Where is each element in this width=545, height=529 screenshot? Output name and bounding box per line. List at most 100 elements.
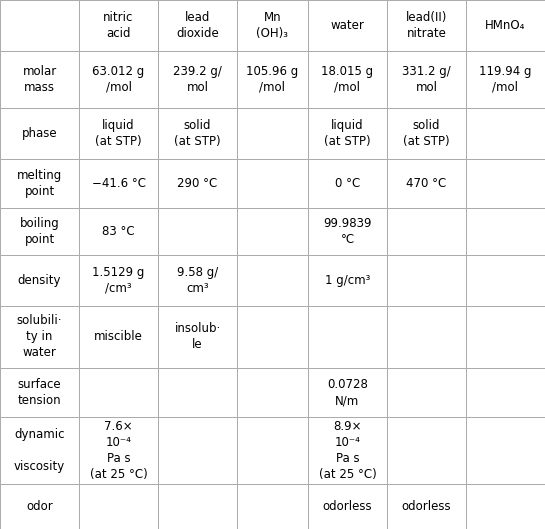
Bar	[79, 208, 158, 255]
Bar	[237, 159, 308, 208]
Bar	[308, 108, 387, 159]
Bar	[79, 485, 158, 529]
Bar	[0, 306, 79, 368]
Text: 0 °C: 0 °C	[335, 177, 360, 190]
Text: molar
mass: molar mass	[22, 65, 57, 94]
Bar	[308, 306, 387, 368]
Text: boiling
point: boiling point	[20, 217, 59, 246]
Bar	[466, 255, 545, 306]
Bar	[387, 51, 466, 108]
Bar	[158, 108, 237, 159]
Text: 18.015 g
/mol: 18.015 g /mol	[322, 65, 373, 94]
Text: water: water	[330, 19, 365, 32]
Bar	[387, 0, 466, 51]
Text: 105.96 g
/mol: 105.96 g /mol	[246, 65, 299, 94]
Bar	[158, 306, 237, 368]
Text: 0.0728
N/m: 0.0728 N/m	[327, 378, 368, 407]
Bar	[237, 255, 308, 306]
Text: odor: odor	[26, 500, 53, 513]
Text: 119.94 g
/mol: 119.94 g /mol	[479, 65, 532, 94]
Text: 7.6×
10⁻⁴
Pa s
(at 25 °C): 7.6× 10⁻⁴ Pa s (at 25 °C)	[90, 421, 147, 481]
Text: phase: phase	[22, 127, 57, 140]
Bar	[237, 306, 308, 368]
Bar	[0, 368, 79, 417]
Bar	[158, 368, 237, 417]
Text: solid
(at STP): solid (at STP)	[174, 119, 221, 148]
Bar	[387, 485, 466, 529]
Text: 1.5129 g
/cm³: 1.5129 g /cm³	[92, 266, 145, 295]
Text: miscible: miscible	[94, 330, 143, 343]
Bar	[308, 159, 387, 208]
Text: 470 °C: 470 °C	[407, 177, 446, 190]
Text: odorless: odorless	[402, 500, 451, 513]
Text: liquid
(at STP): liquid (at STP)	[95, 119, 142, 148]
Text: 9.58 g/
cm³: 9.58 g/ cm³	[177, 266, 218, 295]
Bar	[158, 255, 237, 306]
Bar	[466, 368, 545, 417]
Bar	[158, 485, 237, 529]
Bar	[308, 51, 387, 108]
Bar	[308, 208, 387, 255]
Bar	[79, 108, 158, 159]
Text: dynamic

viscosity: dynamic viscosity	[14, 428, 65, 473]
Text: −41.6 °C: −41.6 °C	[92, 177, 146, 190]
Bar	[158, 51, 237, 108]
Text: solid
(at STP): solid (at STP)	[403, 119, 450, 148]
Bar	[0, 0, 79, 51]
Bar	[237, 208, 308, 255]
Bar	[387, 306, 466, 368]
Text: odorless: odorless	[323, 500, 372, 513]
Text: 290 °C: 290 °C	[178, 177, 217, 190]
Text: nitric
acid: nitric acid	[104, 11, 134, 40]
Bar	[79, 0, 158, 51]
Bar	[387, 255, 466, 306]
Bar	[79, 417, 158, 485]
Bar	[0, 208, 79, 255]
Bar	[79, 255, 158, 306]
Bar	[158, 0, 237, 51]
Bar	[0, 51, 79, 108]
Bar	[237, 108, 308, 159]
Text: 331.2 g/
mol: 331.2 g/ mol	[402, 65, 451, 94]
Text: melting
point: melting point	[17, 169, 62, 198]
Bar	[79, 306, 158, 368]
Bar	[466, 485, 545, 529]
Bar	[0, 108, 79, 159]
Text: 239.2 g/
mol: 239.2 g/ mol	[173, 65, 222, 94]
Bar	[466, 0, 545, 51]
Bar	[466, 159, 545, 208]
Text: Mn
(OH)₃: Mn (OH)₃	[257, 11, 288, 40]
Bar	[237, 0, 308, 51]
Text: solubili·
ty in
water: solubili· ty in water	[17, 314, 62, 359]
Bar	[387, 417, 466, 485]
Text: lead
dioxide: lead dioxide	[176, 11, 219, 40]
Bar	[0, 255, 79, 306]
Bar	[387, 208, 466, 255]
Bar	[79, 159, 158, 208]
Text: insolub·
le: insolub· le	[174, 322, 221, 351]
Bar	[79, 368, 158, 417]
Bar	[158, 159, 237, 208]
Bar	[0, 485, 79, 529]
Bar	[387, 159, 466, 208]
Bar	[237, 417, 308, 485]
Text: HMnO₄: HMnO₄	[485, 19, 526, 32]
Bar	[387, 108, 466, 159]
Bar	[466, 306, 545, 368]
Bar	[466, 51, 545, 108]
Bar	[387, 368, 466, 417]
Bar	[308, 485, 387, 529]
Bar	[237, 485, 308, 529]
Text: 83 °C: 83 °C	[102, 225, 135, 238]
Bar	[308, 255, 387, 306]
Text: surface
tension: surface tension	[17, 378, 62, 407]
Bar	[466, 108, 545, 159]
Bar	[0, 159, 79, 208]
Bar	[158, 208, 237, 255]
Text: 63.012 g
/mol: 63.012 g /mol	[93, 65, 144, 94]
Bar	[0, 417, 79, 485]
Bar	[237, 51, 308, 108]
Text: density: density	[18, 274, 61, 287]
Bar	[466, 208, 545, 255]
Bar	[466, 417, 545, 485]
